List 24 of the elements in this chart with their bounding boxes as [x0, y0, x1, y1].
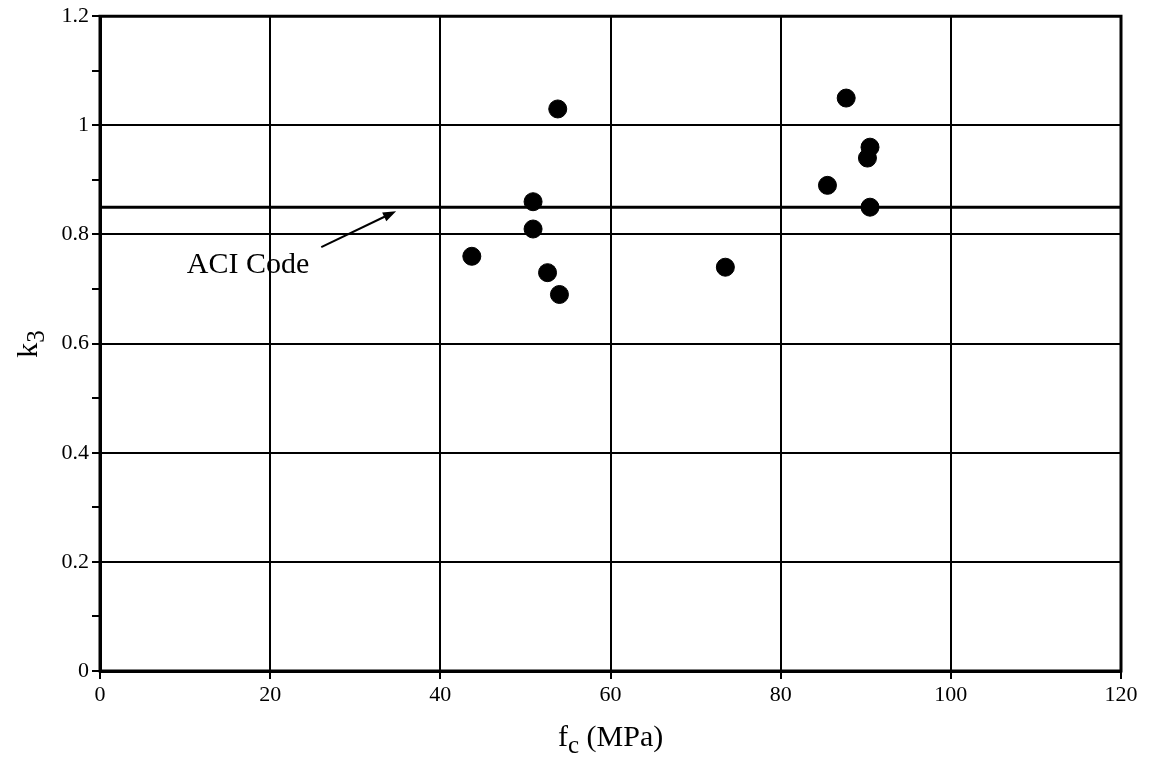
point: [836, 88, 856, 108]
point: [715, 257, 735, 277]
y-tick-label: 1: [78, 111, 89, 137]
point: [462, 246, 482, 266]
point: [549, 284, 569, 304]
y-tick-label: 0.2: [61, 547, 89, 573]
y-tick-label: 1.2: [61, 1, 89, 27]
x-tick-label: 120: [1104, 680, 1138, 706]
point: [523, 219, 543, 239]
point: [860, 137, 880, 157]
x-tick-label: 80: [769, 680, 792, 706]
point: [538, 263, 558, 283]
x-tick-label: 20: [259, 680, 282, 706]
y-tick-label: 0: [78, 656, 89, 682]
x-tick-label: 0: [94, 680, 106, 706]
point: [548, 99, 568, 119]
y-tick-label: 0.6: [61, 329, 89, 355]
x-tick-label: 100: [934, 680, 968, 706]
x-axis-title: f$_{c}$ (MPa): [558, 719, 664, 759]
y-tick-label: 0.4: [61, 438, 89, 464]
y-tick-label: 0.8: [61, 220, 89, 246]
x-tick-label: 40: [429, 680, 452, 706]
point: [817, 175, 837, 195]
x-tick-label: 60: [599, 680, 622, 706]
